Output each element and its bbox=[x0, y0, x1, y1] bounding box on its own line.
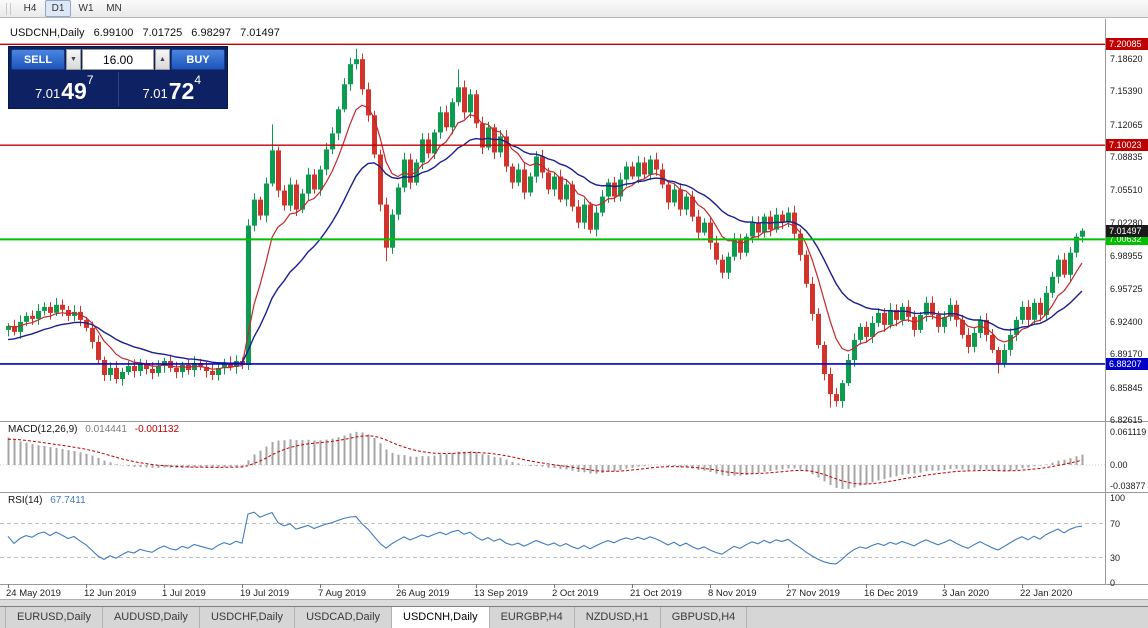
date-label: 7 Aug 2019 bbox=[318, 588, 367, 599]
rsi-label: RSI(14) 67.7411 bbox=[8, 495, 91, 506]
price-axis[interactable]: 7.18620 7.15390 7.12065 7.08835 7.05510 7.022… bbox=[1106, 0, 1148, 600]
rsi-axis-tick: 0 bbox=[1110, 578, 1116, 588]
date-label: 1 Jul 2019 bbox=[162, 588, 206, 599]
rsi-value: 67.7411 bbox=[50, 495, 86, 506]
price-axis-tick: 6.85845 bbox=[1110, 382, 1143, 393]
buy-price-frac: 4 bbox=[194, 73, 202, 87]
price-axis-tick: 7.12065 bbox=[1110, 119, 1143, 130]
sell-button[interactable]: SELL bbox=[11, 49, 65, 70]
timeframe-button-w1[interactable]: W1 bbox=[78, 3, 94, 14]
date-label: 12 Jun 2019 bbox=[84, 588, 137, 599]
macd-axis-tick: 0.061119 bbox=[1110, 426, 1147, 437]
price-level-label: 6.88207 bbox=[1106, 357, 1148, 370]
bottom-strip bbox=[0, 599, 1148, 607]
price-axis-tick: 7.05510 bbox=[1110, 185, 1143, 196]
ohlc-close: 7.01497 bbox=[240, 27, 280, 39]
date-label: 26 Aug 2019 bbox=[396, 588, 450, 599]
price-axis-tick: 6.98955 bbox=[1110, 251, 1143, 262]
chart-tab-usdcad[interactable]: USDCAD,Daily bbox=[295, 607, 393, 628]
price-axis-tick: 7.08835 bbox=[1110, 152, 1143, 163]
chart-tab-gbpusd[interactable]: GBPUSD,H4 bbox=[661, 607, 748, 628]
price-level-label: 7.10023 bbox=[1106, 139, 1148, 152]
chart-symbol-label: USDCNH,Daily bbox=[10, 27, 85, 39]
macd-title: MACD(12,26,9) bbox=[8, 424, 78, 435]
chevron-down-icon: ▼ bbox=[70, 56, 77, 63]
price-axis-tick: 7.02280 bbox=[1110, 217, 1143, 228]
date-label: 13 Sep 2019 bbox=[474, 588, 528, 599]
macd-axis-tick: -0.03877 bbox=[1110, 480, 1146, 491]
chart-tab-usdcnh[interactable]: USDCNH,Daily bbox=[392, 607, 490, 628]
timeframe-button-d1[interactable]: D1 bbox=[45, 0, 71, 17]
date-label: 16 Dec 2019 bbox=[864, 588, 918, 599]
timeframe-toolbar: H4 D1 W1 MN bbox=[0, 0, 1148, 18]
macd-label: MACD(12,26,9) 0.014441 -0.001132 bbox=[8, 424, 184, 435]
time-axis[interactable]: 24 May 2019 12 Jun 2019 1 Jul 2019 19 Jul 2… bbox=[0, 585, 1105, 600]
sell-price-frac: 7 bbox=[86, 73, 94, 87]
date-label: 19 Jul 2019 bbox=[240, 588, 290, 599]
ohlc-open: 6.99100 bbox=[93, 27, 134, 39]
date-label: 24 May 2019 bbox=[6, 588, 61, 599]
chart-tab-eurusd[interactable]: EURUSD,Daily bbox=[5, 607, 103, 628]
macd-axis-tick: 0.00 bbox=[1110, 460, 1128, 470]
chevron-up-icon: ▲ bbox=[159, 56, 166, 63]
rsi-axis-tick: 30 bbox=[1110, 552, 1121, 563]
macd-signal-value: -0.001132 bbox=[134, 424, 180, 435]
buy-button[interactable]: BUY bbox=[171, 49, 225, 70]
current-price-label: 7.01497 bbox=[1106, 224, 1148, 237]
date-label: 3 Jan 2020 bbox=[942, 588, 990, 599]
price-level-label: 7.20085 bbox=[1106, 38, 1148, 51]
volume-input[interactable] bbox=[82, 49, 154, 70]
date-label: 22 Jan 2020 bbox=[1020, 588, 1073, 599]
volume-decrease-button[interactable]: ▼ bbox=[66, 49, 81, 70]
chart-tab-bar: EURUSD,Daily AUDUSD,Daily USDCHF,Daily USDC… bbox=[0, 606, 1148, 628]
toolbar-grip-icon bbox=[6, 2, 11, 15]
price-axis-tick: 6.89170 bbox=[1110, 349, 1143, 360]
ohlc-low: 6.98297 bbox=[191, 27, 232, 39]
price-axis-tick: 6.92400 bbox=[1110, 316, 1143, 327]
price-axis-tick: 7.15390 bbox=[1110, 86, 1143, 97]
rsi-axis-tick: 70 bbox=[1110, 518, 1121, 529]
sell-price-base: 7.01 bbox=[34, 86, 61, 101]
date-label: 21 Oct 2019 bbox=[630, 588, 682, 599]
timeframe-button-h4[interactable]: H4 bbox=[23, 3, 37, 14]
rsi-title: RSI(14) bbox=[8, 495, 43, 506]
price-axis-tick: 7.18620 bbox=[1110, 54, 1143, 64]
buy-price[interactable]: 7.01 72 4 bbox=[117, 72, 226, 106]
sell-price-pips: 49 bbox=[61, 78, 87, 104]
chart-header: USDCNH,Daily 6.99100 7.01725 6.98297 7.0… bbox=[10, 27, 286, 39]
chart-tab-usdchf[interactable]: USDCHF,Daily bbox=[200, 607, 296, 628]
chart-tab-nzdusd[interactable]: NZDUSD,H1 bbox=[575, 607, 661, 628]
volume-increase-button[interactable]: ▲ bbox=[155, 49, 170, 70]
date-label: 27 Nov 2019 bbox=[786, 588, 840, 599]
date-label: 8 Nov 2019 bbox=[708, 588, 757, 599]
price-axis-tick: 6.82615 bbox=[1110, 415, 1143, 425]
price-axis-tick: 6.95725 bbox=[1110, 283, 1143, 294]
buy-price-base: 7.01 bbox=[142, 86, 168, 101]
macd-main-value: 0.014441 bbox=[85, 424, 127, 435]
sell-price[interactable]: 7.01 49 7 bbox=[11, 72, 118, 106]
timeframe-button-mn[interactable]: MN bbox=[106, 3, 122, 14]
ohlc-high: 7.01725 bbox=[142, 27, 183, 39]
timeframe-button-group: H4 D1 W1 MN bbox=[17, 0, 127, 17]
chart-tab-audusd[interactable]: AUDUSD,Daily bbox=[103, 607, 200, 628]
date-label: 2 Oct 2019 bbox=[552, 588, 599, 599]
one-click-trading-panel: SELL ▼ ▲ BUY 7.01 49 7 7.01 72 4 bbox=[8, 46, 228, 109]
rsi-axis-tick: 100 bbox=[1110, 493, 1126, 503]
chart-tab-eurgbp[interactable]: EURGBP,H4 bbox=[490, 607, 575, 628]
buy-price-pips: 72 bbox=[168, 78, 195, 104]
